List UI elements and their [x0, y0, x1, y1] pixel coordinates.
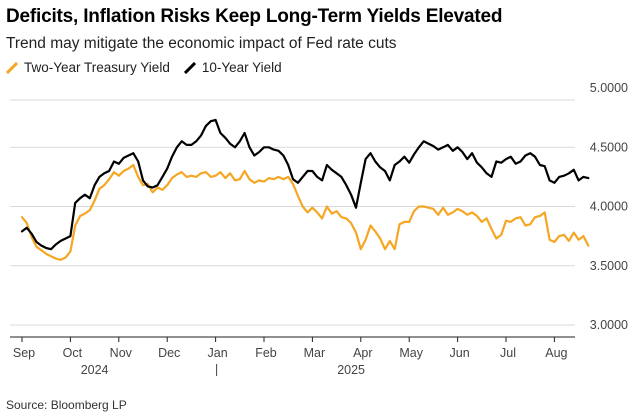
- chart-subtitle: Trend may mitigate the economic impact o…: [6, 35, 397, 52]
- x-tick-label: Jun: [450, 346, 470, 360]
- x-tick-label: Mar: [304, 346, 326, 360]
- legend-swatch-ten-year: [183, 61, 196, 74]
- legend-label-two-year: Two-Year Treasury Yield: [24, 60, 170, 75]
- chart-legend: Two-Year Treasury Yield 10-Year Yield: [6, 60, 282, 75]
- x-tick-label: Apr: [353, 346, 372, 360]
- y-tick-label: 4.5000: [590, 140, 628, 154]
- x-tick-label: Nov: [110, 346, 133, 360]
- legend-item-two-year[interactable]: Two-Year Treasury Yield: [6, 60, 170, 75]
- x-tick-label: Feb: [255, 346, 277, 360]
- y-tick-label: 4.0000: [590, 200, 628, 214]
- year-label: 2025: [337, 363, 365, 377]
- series-line-ten-year: [20, 118, 590, 251]
- x-tick-label: Jan: [208, 346, 228, 360]
- axis-layer: 5.0000 4.5000 4.0000 3.5000 3.0000 Sep Oct Nov D…: [10, 81, 628, 377]
- series-layer: [20, 118, 590, 261]
- legend-swatch-two-year: [6, 61, 18, 74]
- legend-label-ten-year: 10-Year Yield: [201, 60, 282, 75]
- x-tick-label: Aug: [545, 346, 567, 360]
- y-tick-label: 3.0000: [590, 318, 628, 332]
- y-tick-label: 5.0000: [590, 81, 628, 95]
- chart-source: Source: Bloomberg LP: [6, 398, 127, 412]
- x-tick-label: Dec: [158, 346, 180, 360]
- x-tick-label: Oct: [63, 346, 83, 360]
- x-tick-label: Sep: [13, 346, 35, 360]
- x-tick-label: May: [399, 346, 423, 360]
- legend-item-ten-year[interactable]: 10-Year Yield: [183, 60, 282, 75]
- chart-title: Deficits, Inflation Risks Keep Long-Term…: [6, 6, 503, 27]
- x-tick-label: Jul: [500, 346, 516, 360]
- grid-layer: [10, 99, 575, 326]
- year-label: 2024: [81, 363, 109, 377]
- series-line-two-year: [20, 163, 590, 261]
- y-tick-label: 3.5000: [590, 259, 628, 273]
